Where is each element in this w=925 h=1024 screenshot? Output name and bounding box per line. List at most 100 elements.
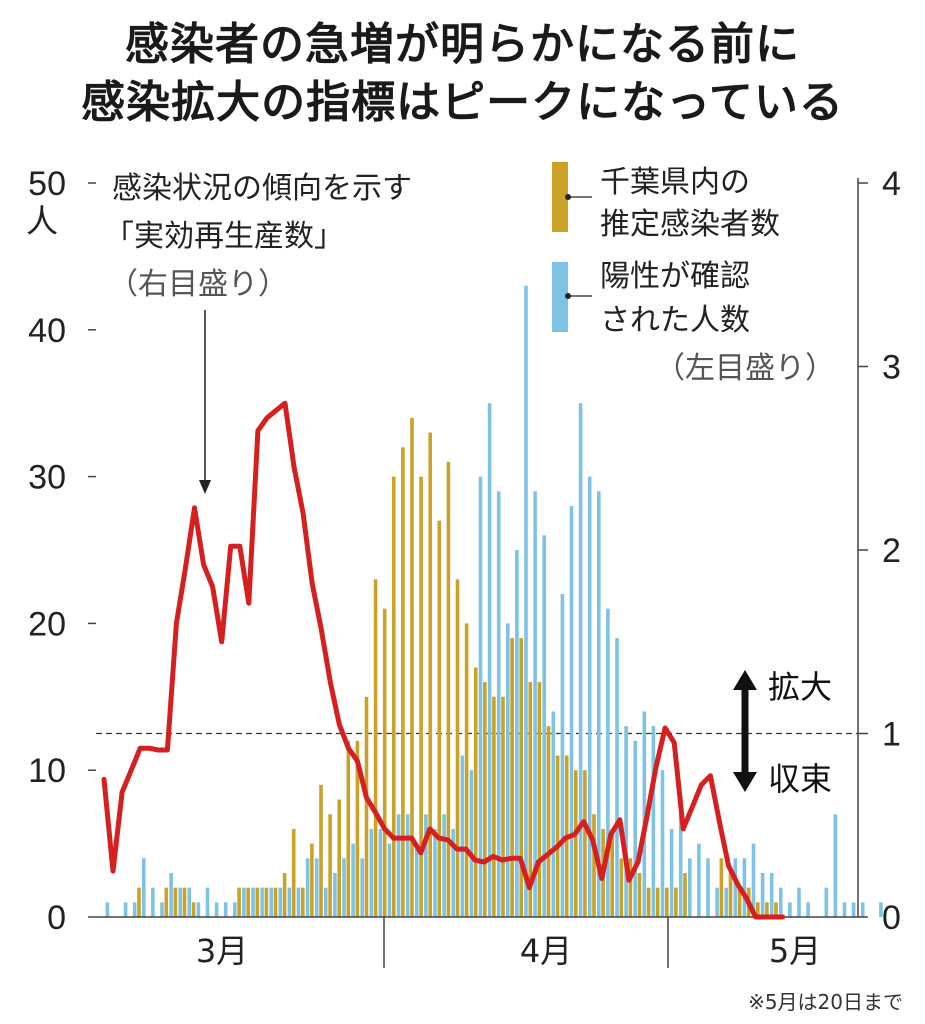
confirmed-bar [669,828,674,917]
estimated-bar [264,887,269,917]
confirmed-bar [496,491,501,917]
confirmed-bar [351,843,355,917]
rt-line-layer [101,400,786,920]
estimated-bars [137,417,778,917]
label-layer: 感染状況の傾向を示す「実効再生産数」 （右目盛り） 千葉県内の推定感染者数陽性が確認… [104,162,835,798]
estimated-bar [310,843,314,917]
legend-swatch-confirmed [552,262,568,332]
estimated-bar [737,887,742,917]
estimated-bar [428,432,432,917]
estimated-bar [273,887,278,917]
estimated-bar [364,696,369,917]
annotation-line-1: 感染状況の傾向を示す [112,171,412,206]
confirmed-bar [324,887,328,917]
arrow-up-head [733,670,757,690]
confirmed-bar [369,828,374,917]
annotation-line-3: （右目盛り） [108,267,288,302]
estimated-bar [765,902,769,917]
axes-layer: 0 10 20 30 40 50人 0 1 2 3 4 3月 4月 5月 [26,165,901,970]
legend-label-confirmed-1: 陽性が確認 [600,259,750,294]
confirmed-bar [642,711,647,917]
confirmed-bar [424,814,428,917]
legend-dot [565,293,571,299]
month-label: 3月 [196,932,248,970]
confirmed-bar [178,887,182,917]
title-line-2: 感染拡大の指標はピークになっている [81,77,844,128]
confirmed-bar [342,858,346,917]
confirmed-bar [769,872,774,917]
confirmed-bar [578,403,583,917]
confirmed-bar [242,887,246,917]
estimated-bar [346,740,351,917]
annotation-arrow-head [199,480,211,494]
rt-line [101,400,786,920]
legend-label-estimated-2: 推定感染者数 [600,207,780,242]
legend-note: （左目盛り） [655,351,835,386]
annotation-line-2: 「実効再生産数」 [104,219,344,254]
confirmed-bar [433,828,437,917]
right-tick-label: 0 [882,899,901,937]
confirmed-bar [797,887,801,917]
estimated-bar [628,858,633,917]
estimated-bar [519,638,523,917]
confirmed-bar [223,902,228,917]
estimated-bar [610,828,614,917]
confirmed-bar [333,872,337,917]
estimated-bar [410,417,414,917]
estimated-bar [619,858,624,917]
confirmed-bar [542,535,546,917]
left-tick-label: 30 [28,459,66,497]
estimated-bar [555,755,560,917]
right-tick-label: 1 [882,716,901,754]
confirmed-bar [487,403,492,917]
confirmed-bar [187,887,192,917]
confirmed-bar [506,623,510,917]
estimated-bar [182,887,187,917]
left-tick-label: 0 [47,899,66,937]
estimated-bar [401,447,405,917]
estimated-bar [355,740,360,917]
confirmed-bar [724,887,728,917]
confirmed-bar [742,858,747,917]
left-tick-label: 50 [28,165,66,203]
confirmed-bar [560,594,565,917]
estimated-bar [319,784,323,917]
estimated-bar [291,828,296,917]
estimated-bar [337,799,341,917]
confirmed-bar [442,814,446,917]
confirmed-bar [378,828,383,917]
confirmed-bar [697,843,701,917]
estimated-bar [583,770,587,917]
estimated-bar [255,887,260,917]
estimated-bar [373,579,378,917]
confirmed-bar [624,726,628,917]
estimated-bar [455,579,460,917]
estimated-bar [774,902,778,917]
confirmed-bar [296,887,301,917]
confirmed-bars [105,285,883,917]
confirmed-bar [842,902,847,917]
confirmed-bar [533,491,537,917]
confirmed-bar [678,799,683,917]
estimated-bar [683,872,687,917]
left-tick-label: 10 [28,752,66,790]
footnote: ※5月は20日まで [748,990,903,1014]
estimated-bar [237,887,241,917]
confirmed-bar [688,858,692,917]
confirmed-bar [169,872,173,917]
confirmed-bar [196,902,201,917]
estimated-bar [246,887,250,917]
confirmed-bar [278,887,283,917]
confirmed-bar [606,608,610,917]
confirmed-bar [214,902,219,917]
confirmed-bar [615,638,619,917]
confirmed-bar [833,814,838,917]
estimated-bar [282,872,287,917]
confirmed-bar [660,770,665,917]
estimated-bar [592,814,596,917]
confirmed-bar [305,858,310,917]
month-label: 5月 [769,932,821,970]
estimated-bar [328,814,332,917]
estimated-bar [301,887,305,917]
